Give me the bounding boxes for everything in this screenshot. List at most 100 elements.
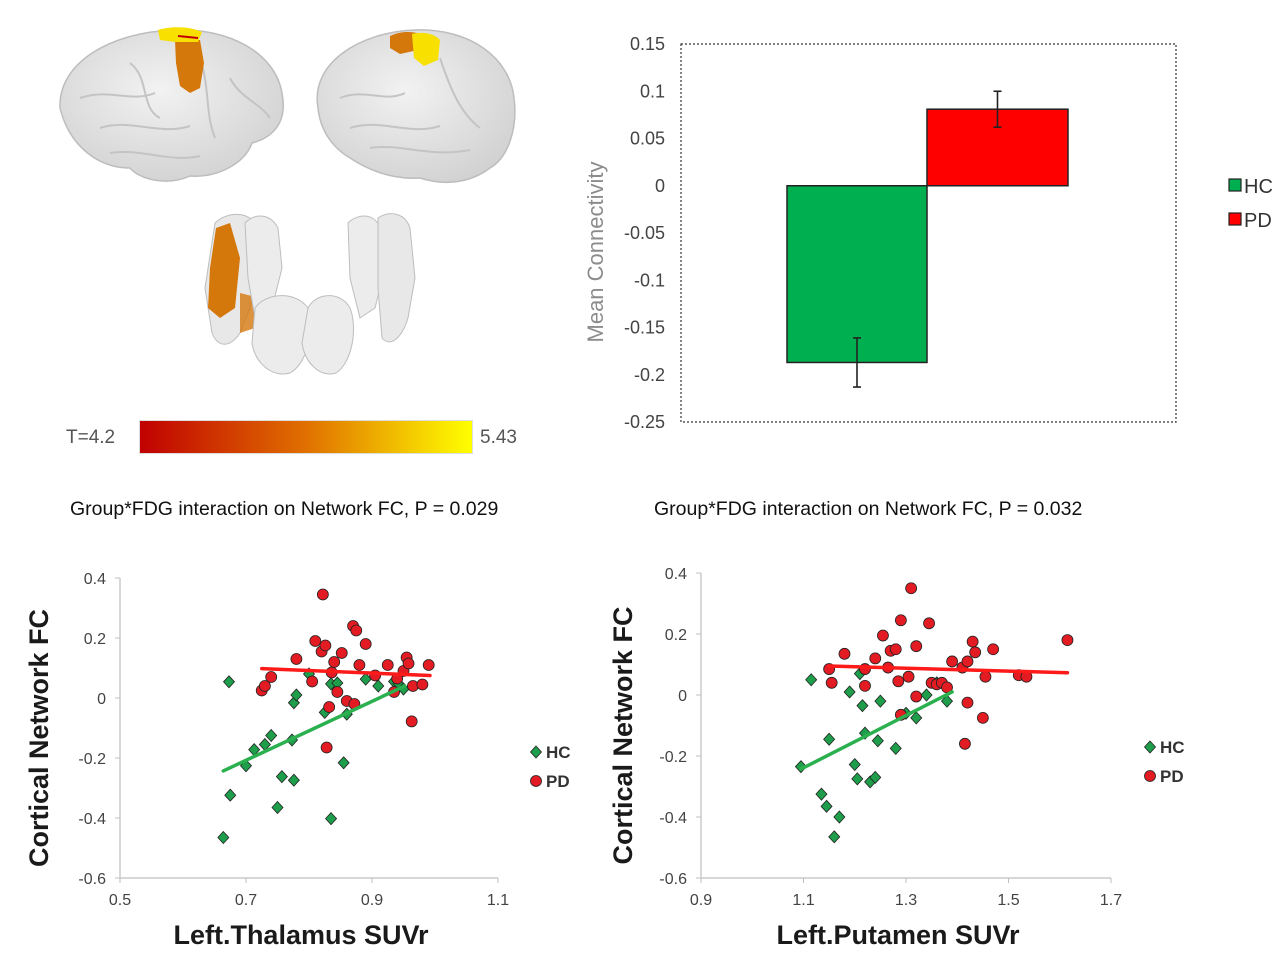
point-pd [869,652,882,665]
point-pd [402,657,415,670]
point-hc [275,770,288,784]
brain-right-medial [316,29,516,184]
scatter-chart-thalamus: 0.4 0.2 0 -0.2 -0.4 -0.60.5 0.7 0.9 1.1 Cortical … [24,571,571,950]
point-pd [258,680,271,692]
xtick-label: 1.7 [1100,892,1122,909]
ytick-label: -0.4 [659,810,687,827]
point-pd [331,686,344,698]
point-pd [825,676,838,689]
point-hc [290,688,303,702]
legend-item-pd: PD [1144,767,1184,786]
xtick-label: 0.9 [690,892,712,909]
series-hc [217,667,410,845]
point-pd [328,656,341,668]
colorbar-gradient [139,420,473,454]
point-hc [359,672,372,686]
point-pd [966,635,979,648]
point-hc [325,812,338,826]
series-hc [794,667,954,844]
legend-label: PD [546,772,570,791]
legend-item-hc: HC [529,743,571,762]
point-pd [961,655,974,668]
ytick-label: -0.4 [78,811,106,828]
point-pd [979,670,992,683]
point-pd [381,659,394,671]
point-hc [889,741,902,755]
point-pd [905,582,918,595]
ytick-label: 0.4 [84,571,106,588]
xlabel: Left.Putamen SUVr [776,920,1020,950]
bar-chart: 0.15 0.1 0.05 0 -0.05 -0.1 -0.15 -0.2 -0.25 HC PD… [583,34,1273,432]
point-hc [856,699,869,713]
point-pd [290,653,303,665]
brain-left-lateral [59,27,284,182]
point-hc [372,679,385,693]
legend-marker [530,775,542,787]
legend-marker [1143,740,1157,754]
xtick-label: 1.5 [997,892,1019,909]
colorbar: T=4.2 5.43 [66,420,536,454]
point-hc [874,694,887,708]
point-hc [287,773,300,787]
bar-ytick-label: -0.25 [624,412,665,432]
error-bar-pd [993,90,1002,128]
activation-orange-subcortical [208,223,240,318]
point-hc [265,728,278,743]
point-pd [961,696,974,709]
activation-orange-left [175,40,204,93]
activation-yellow-left [158,27,202,42]
point-pd [892,675,905,688]
point-pd [316,588,329,601]
point-pd [894,614,907,627]
point-pd [959,737,971,750]
point-pd [359,638,372,650]
point-hc [910,711,923,725]
fit-line-pd [827,664,1070,675]
point-pd [350,624,363,637]
point-pd [422,659,435,671]
point-pd [1061,634,1074,646]
legend-item-hc: HC [1228,176,1273,198]
point-hc [224,788,237,802]
point-hc [848,757,861,772]
point-pd [859,679,871,692]
legend-item-pd: PD [530,772,570,791]
legend-label: PD [1160,767,1184,786]
point-pd [889,643,902,656]
brain-figure [59,27,516,375]
point-pd [320,741,333,754]
bar-plot-frame [680,43,1177,423]
xtick-label: 0.5 [109,892,131,909]
legend-item-hc: HC [1143,738,1185,757]
point-pd [877,629,889,642]
ytick-label: -0.2 [659,749,687,766]
point-pd [416,678,429,691]
bar-ytick-label: 0.15 [630,34,665,54]
colorbar-min-label: T=4.2 [66,427,116,448]
point-pd [910,690,923,703]
ytick-label: 0 [97,691,106,708]
point-pd [323,701,336,713]
point-pd [319,639,332,652]
point-hc [833,810,846,824]
series-pd [823,582,1074,750]
point-hc [828,830,841,844]
point-pd [353,659,366,671]
point-hc [222,675,236,689]
ytick-label: -0.6 [659,871,687,888]
scatter-title-2: Group*FDG interaction on Network FC, P =… [654,498,1083,520]
point-hc [271,800,284,815]
ytick-label: 0.4 [665,566,687,583]
point-hc [871,734,884,748]
ytick-label: 0.2 [84,631,106,648]
bar-ytick-label: -0.1 [634,270,665,290]
legend-marker [1144,770,1156,782]
legend-label: PD [1244,210,1272,232]
ytick-label: -0.2 [78,751,106,768]
bar-ytick-label: 0.1 [640,81,665,101]
colorbar-max-label: 5.43 [480,427,517,448]
xtick-label: 0.9 [361,892,383,909]
xtick-label: 1.1 [792,892,814,909]
legend-marker [529,745,543,759]
legend-item-pd: PD [1228,210,1272,232]
